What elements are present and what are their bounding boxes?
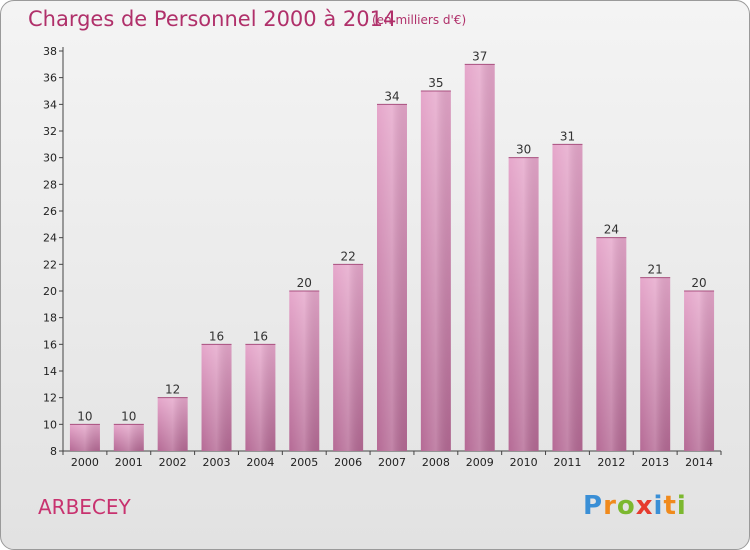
y-tick-label: 16 bbox=[43, 338, 57, 351]
bar-shine-2008 bbox=[420, 91, 451, 451]
y-tick-label: 32 bbox=[43, 125, 57, 138]
x-tick-label: 2004 bbox=[246, 456, 274, 469]
bar-value-labels: 10 10 12 16 16 20 22 34 35 37 30 31 24 21 20 bbox=[77, 49, 706, 423]
value-label: 16 bbox=[209, 329, 224, 343]
logo-letter: x bbox=[635, 491, 654, 521]
bar-shine-2014 bbox=[684, 291, 715, 451]
y-tick-label: 30 bbox=[43, 152, 57, 165]
y-tick-label: 20 bbox=[43, 285, 57, 298]
chart-subtitle: (en milliers d'€) bbox=[372, 13, 467, 27]
y-tick-label: 34 bbox=[43, 98, 57, 111]
bar-shine-2003 bbox=[201, 344, 232, 451]
bar-shine-2002 bbox=[157, 397, 188, 451]
proxiti-logo: Proxiti bbox=[583, 491, 687, 521]
bar-shine-2001 bbox=[113, 424, 144, 451]
y-tick-label: 8 bbox=[50, 445, 57, 458]
bar-shine-2013 bbox=[640, 277, 671, 451]
x-tick-label: 2011 bbox=[553, 456, 581, 469]
bars bbox=[69, 63, 715, 452]
value-label: 30 bbox=[516, 143, 531, 157]
axes: 8 10 12 14 16 18 20 22 24 26 28 30 32 34 36 38 2000 2001 2… bbox=[43, 45, 722, 469]
x-tick-label: 2014 bbox=[685, 456, 713, 469]
logo-letter: o bbox=[616, 491, 636, 521]
x-tick-label: 2000 bbox=[71, 456, 99, 469]
x-tick-label: 2001 bbox=[115, 456, 143, 469]
logo-letter: r bbox=[603, 491, 617, 521]
logo-letter: t bbox=[663, 491, 677, 521]
y-tick-label: 26 bbox=[43, 205, 57, 218]
x-tick-label: 2013 bbox=[641, 456, 669, 469]
value-label: 10 bbox=[77, 409, 92, 423]
bar-shine-2005 bbox=[289, 291, 320, 451]
value-label: 16 bbox=[253, 329, 268, 343]
value-label: 24 bbox=[604, 223, 619, 237]
logo-letter: i bbox=[653, 491, 664, 521]
x-tick-label: 2003 bbox=[203, 456, 231, 469]
chart-title: Charges de Personnel 2000 à 2014 bbox=[28, 7, 397, 31]
bar-shine-2006 bbox=[333, 264, 364, 451]
y-tick-label: 28 bbox=[43, 178, 57, 191]
value-label: 20 bbox=[691, 276, 706, 290]
bar-shine-2004 bbox=[245, 344, 276, 451]
y-tick-label: 24 bbox=[43, 232, 57, 245]
bar-shine-2010 bbox=[508, 157, 539, 451]
bar-shine-2012 bbox=[596, 237, 627, 451]
value-label: 22 bbox=[340, 249, 355, 263]
x-tick-label: 2005 bbox=[290, 456, 318, 469]
value-label: 20 bbox=[297, 276, 312, 290]
value-label: 34 bbox=[384, 89, 399, 103]
y-tick-label: 18 bbox=[43, 312, 57, 325]
y-tick-label: 10 bbox=[43, 418, 57, 431]
y-tick-label: 22 bbox=[43, 258, 57, 271]
value-label: 31 bbox=[560, 129, 575, 143]
bar-shine-2000 bbox=[69, 424, 100, 451]
logo-letter: i bbox=[676, 491, 687, 521]
y-tick-label: 38 bbox=[43, 45, 57, 58]
x-tick-label: 2008 bbox=[422, 456, 450, 469]
x-tick-label: 2012 bbox=[597, 456, 625, 469]
bar-shine-2007 bbox=[377, 104, 407, 451]
value-label: 10 bbox=[121, 409, 136, 423]
y-tick-label: 14 bbox=[43, 365, 57, 378]
value-label: 21 bbox=[648, 263, 663, 277]
value-label: 12 bbox=[165, 383, 180, 397]
x-tick-label: 2007 bbox=[378, 456, 406, 469]
bar-shine-2009 bbox=[464, 64, 495, 452]
bar-shine-2011 bbox=[552, 144, 583, 452]
commune-name: ARBECEY bbox=[38, 495, 131, 519]
value-label: 37 bbox=[472, 49, 487, 63]
x-tick-label: 2009 bbox=[466, 456, 494, 469]
value-label: 35 bbox=[428, 76, 443, 90]
y-tick-label: 36 bbox=[43, 72, 57, 85]
y-tick-label: 12 bbox=[43, 392, 57, 405]
x-tick-label: 2010 bbox=[510, 456, 538, 469]
x-tick-label: 2006 bbox=[334, 456, 362, 469]
x-tick-label: 2002 bbox=[159, 456, 187, 469]
logo-letter: P bbox=[583, 491, 604, 521]
